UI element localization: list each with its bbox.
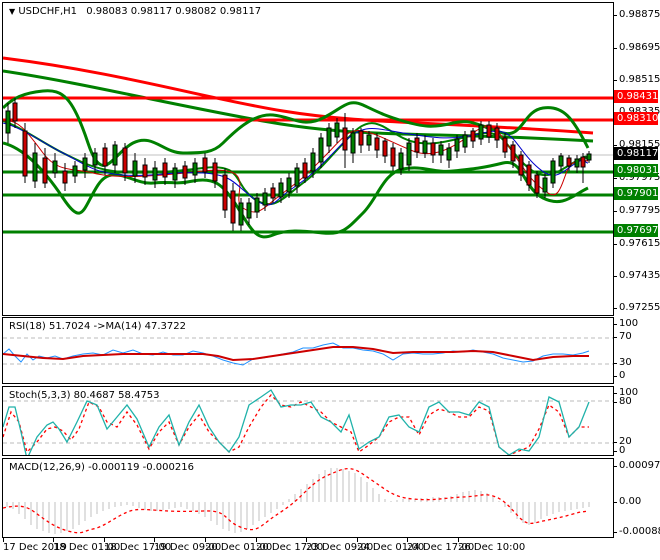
rsi-label: RSI(18) 51.7024 ->MA(14) 47.3722 — [9, 321, 186, 332]
chart-header: ▼ USDCHF,H1 0.98083 0.98117 0.98082 0.98… — [9, 6, 261, 17]
price-tick: 0.97795 — [614, 205, 660, 216]
rsi-tick: 30 — [614, 357, 632, 368]
time-label: 18 Dec 01:00 — [53, 538, 121, 553]
resistance-tag-1: 0.98431 — [614, 90, 658, 103]
rsi-tick: 0 — [614, 370, 625, 381]
symbol-label: USDCHF,H1 — [18, 6, 78, 17]
stoch-tick: 0 — [614, 445, 625, 456]
rsi-tick: 70 — [614, 331, 632, 342]
time-label: 19 Dec 09:00 — [154, 538, 222, 553]
stoch-tick: 80 — [614, 396, 632, 407]
rsi-axis: 100 70 30 0 — [614, 317, 660, 384]
time-label: 20 Dec 01:00 — [205, 538, 273, 553]
price-tick: 0.98875 — [614, 9, 660, 20]
macd-tick: -0.000888 — [614, 526, 660, 537]
time-label: 26 Dec 10:00 — [458, 538, 526, 553]
support-tag-2: 0.97901 — [614, 187, 658, 200]
price-tick: 0.97435 — [614, 270, 660, 281]
time-label: 23 Dec 09:00 — [306, 538, 374, 553]
macd-axis: 0.000973 0.00 -0.000888 — [614, 458, 660, 538]
price-chart-panel[interactable]: ▼ USDCHF,H1 0.98083 0.98117 0.98082 0.98… — [2, 2, 614, 316]
dropdown-triangle-icon[interactable]: ▼ — [9, 7, 16, 16]
resistance-tag-2: 0.98310 — [614, 112, 658, 125]
time-label: 18 Dec 17:00 — [104, 538, 172, 553]
price-tick: 0.97615 — [614, 238, 660, 249]
macd-label: MACD(12,26,9) -0.000119 -0.000216 — [9, 462, 194, 473]
support-tag-3: 0.97697 — [614, 224, 658, 237]
stochastic-axis: 100 80 20 0 — [614, 386, 660, 456]
time-label: 24 Dec 01:00 — [357, 538, 425, 553]
macd-histogram — [6, 468, 590, 534]
time-label: 20 Dec 17:00 — [256, 538, 324, 553]
stoch-tick: 100 — [614, 387, 638, 398]
price-tick: 0.98515 — [614, 74, 660, 85]
rsi-panel[interactable]: RSI(18) 51.7024 ->MA(14) 47.3722 — [2, 317, 614, 384]
price-tick: 0.98155 — [614, 139, 660, 150]
macd-tick: 0.00 — [614, 496, 641, 507]
stoch-tick: 20 — [614, 436, 632, 447]
stochastic-panel[interactable]: Stoch(5,3,3) 80.4687 58.4753 — [2, 386, 614, 456]
price-tick: 0.97975 — [614, 172, 660, 183]
macd-plot — [3, 467, 590, 534]
current-price-tag: 0.98117 — [614, 147, 658, 160]
stochastic-label: Stoch(5,3,3) 80.4687 58.4753 — [9, 390, 160, 401]
candles — [5, 98, 592, 231]
price-tick: 0.97255 — [614, 302, 660, 313]
price-plot — [3, 56, 613, 239]
ohlc-values: 0.98083 0.98117 0.98082 0.98117 — [86, 6, 262, 17]
price-axis: 0.98875 0.98695 0.98515 0.98335 0.98155 … — [614, 0, 660, 316]
rsi-plot — [3, 337, 613, 366]
support-tag-1: 0.98031 — [614, 164, 658, 177]
price-tick: 0.98695 — [614, 42, 660, 53]
macd-tick: 0.000973 — [614, 460, 660, 471]
time-label: 17 Dec 2019 — [3, 538, 67, 553]
macd-panel[interactable]: MACD(12,26,9) -0.000119 -0.000216 — [2, 458, 614, 538]
rsi-tick: 100 — [614, 318, 638, 329]
time-label: 24 Dec 17:00 — [407, 538, 475, 553]
stochastic-plot — [3, 389, 613, 455]
